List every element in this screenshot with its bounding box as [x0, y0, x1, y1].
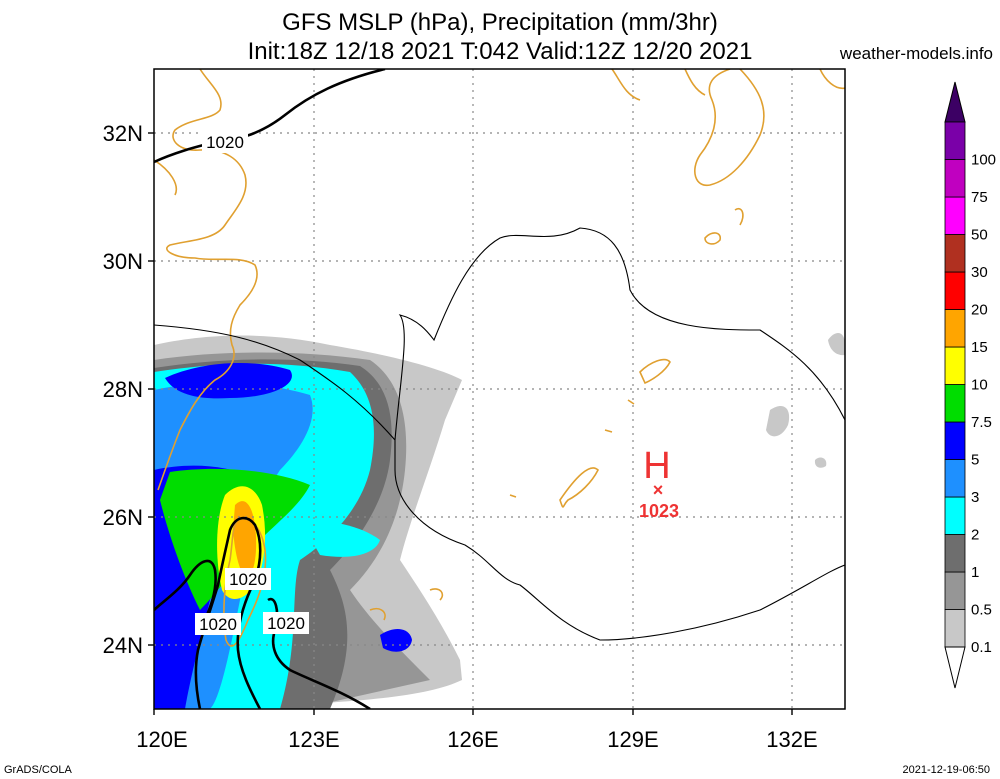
- tick-marks: [148, 132, 793, 715]
- isobar-labels: 1020 1020 1020 1020: [195, 131, 309, 635]
- colorbar-swatch: [944, 421, 966, 460]
- precip-2-tail: [300, 520, 380, 557]
- lat-label-24n: 24N: [103, 633, 143, 658]
- colorbar-label: 100: [971, 152, 996, 169]
- footer-software: GrADS/COLA: [4, 764, 73, 776]
- colorbar-swatch: [944, 496, 966, 535]
- colorbar-swatch: [944, 459, 966, 498]
- colorbar-label: 20: [971, 302, 988, 319]
- isobar-label-box: [225, 568, 271, 590]
- colorbar-label: 0.1: [971, 639, 992, 656]
- colorbar-label: 7.5: [971, 414, 992, 431]
- amami-coast: [639, 358, 671, 385]
- lat-lon-grid: [154, 69, 845, 709]
- colorbar-bottom-triangle: [944, 646, 966, 689]
- lon-label-129e: 129E: [607, 727, 658, 752]
- colorbar-label: 0.5: [971, 602, 992, 619]
- high-pressure-center: H × 1023: [639, 445, 679, 521]
- isobar-label-taiwan-3: 1020: [267, 614, 305, 633]
- colorbar-labels: 0.1 0.5 1 2 3 5 7.5 10 15 20 30 50 75 100: [971, 152, 996, 657]
- isobar-label-taiwan-2: 1020: [199, 615, 237, 634]
- colorbar-label: 75: [971, 189, 988, 206]
- latitude-labels: 24N 26N 28N 30N 32N: [103, 121, 143, 658]
- isobar-label-box: [195, 613, 241, 635]
- isobars-1020: [154, 69, 386, 709]
- thin-contour-outline: [154, 227, 845, 641]
- lon-label-126e: 126E: [447, 727, 498, 752]
- high-pressure-value: 1023: [639, 501, 679, 521]
- isobar-taiwan-b: [154, 559, 217, 631]
- precip-0.1-east: [766, 405, 790, 437]
- high-letter: H: [643, 445, 670, 487]
- colorbar-label: 5: [971, 452, 979, 469]
- colorbar-swatch: [944, 271, 966, 310]
- colorbar-label: 50: [971, 227, 988, 244]
- colorbar-swatch: [944, 346, 966, 385]
- precipitation-colorbar: 0.1 0.5 1 2 3 5 7.5 10 15 20 30 50 75 100: [944, 81, 996, 689]
- okinawa-coast: [559, 467, 599, 508]
- footer-timestamp: 2021-12-19-06:50: [903, 764, 990, 776]
- colorbar-swatches: [944, 121, 966, 648]
- colorbar-swatch: [944, 196, 966, 235]
- colorbar-swatch: [944, 384, 966, 423]
- lon-label-123e: 123E: [288, 727, 339, 752]
- coast-inlet: [154, 159, 177, 196]
- map-title-line1: GFS MSLP (hPa), Precipitation (mm/3hr): [282, 9, 718, 36]
- high-marker: ×: [653, 480, 664, 500]
- ryukyu-islets: [509, 399, 635, 498]
- lat-label-32n: 32N: [103, 121, 143, 146]
- colorbar-label: 30: [971, 264, 988, 281]
- colorbar-swatch: [944, 309, 966, 348]
- osumi-islands: [704, 207, 744, 245]
- colorbar-label: 15: [971, 339, 988, 356]
- map-title-line2: Init:18Z 12/18 2021 T:042 Valid:12Z 12/2…: [248, 38, 753, 65]
- site-credit: weather-models.info: [839, 44, 993, 63]
- longitude-labels: 120E 123E 126E 129E 132E: [136, 727, 817, 752]
- precip-0.1-ne: [828, 333, 845, 356]
- coastlines: [154, 69, 845, 647]
- colorbar-swatch: [944, 234, 966, 273]
- lat-label-30n: 30N: [103, 249, 143, 274]
- lon-label-132e: 132E: [766, 727, 817, 752]
- isobar-label-north: 1020: [206, 133, 244, 152]
- isobar-north: [154, 69, 386, 164]
- kyushu-west-coast: [611, 69, 706, 101]
- precip-5c: [380, 628, 412, 652]
- colorbar-swatch: [944, 159, 966, 198]
- isobar-taiwan-c: [267, 597, 371, 709]
- shikoku-coast: [819, 69, 845, 90]
- colorbar-label: 1: [971, 564, 979, 581]
- map-panel: 1020 1020 1020 1020 H × 1023 24N 26: [103, 68, 846, 752]
- china-coast: [157, 69, 258, 491]
- colorbar-swatch: [944, 534, 966, 573]
- colorbar-label: 3: [971, 489, 979, 506]
- lon-label-120e: 120E: [136, 727, 187, 752]
- colorbar-label: 10: [971, 377, 988, 394]
- lat-label-26n: 26N: [103, 505, 143, 530]
- precip-0.1-e2: [814, 457, 827, 468]
- small-islets: [369, 588, 444, 621]
- colorbar-swatch: [944, 609, 966, 648]
- isobar-label-taiwan-1: 1020: [229, 570, 267, 589]
- taiwan-coast: [223, 518, 267, 647]
- colorbar-swatch: [944, 571, 966, 610]
- isobar-taiwan-a: [194, 516, 262, 709]
- isobar-label-box: [202, 131, 248, 153]
- colorbar-top-triangle: [944, 81, 966, 123]
- colorbar-swatch: [944, 121, 966, 160]
- kyushu-coast: [694, 69, 765, 186]
- colorbar-label: 2: [971, 527, 979, 544]
- isobar-label-box: [263, 612, 309, 634]
- lat-label-28n: 28N: [103, 377, 143, 402]
